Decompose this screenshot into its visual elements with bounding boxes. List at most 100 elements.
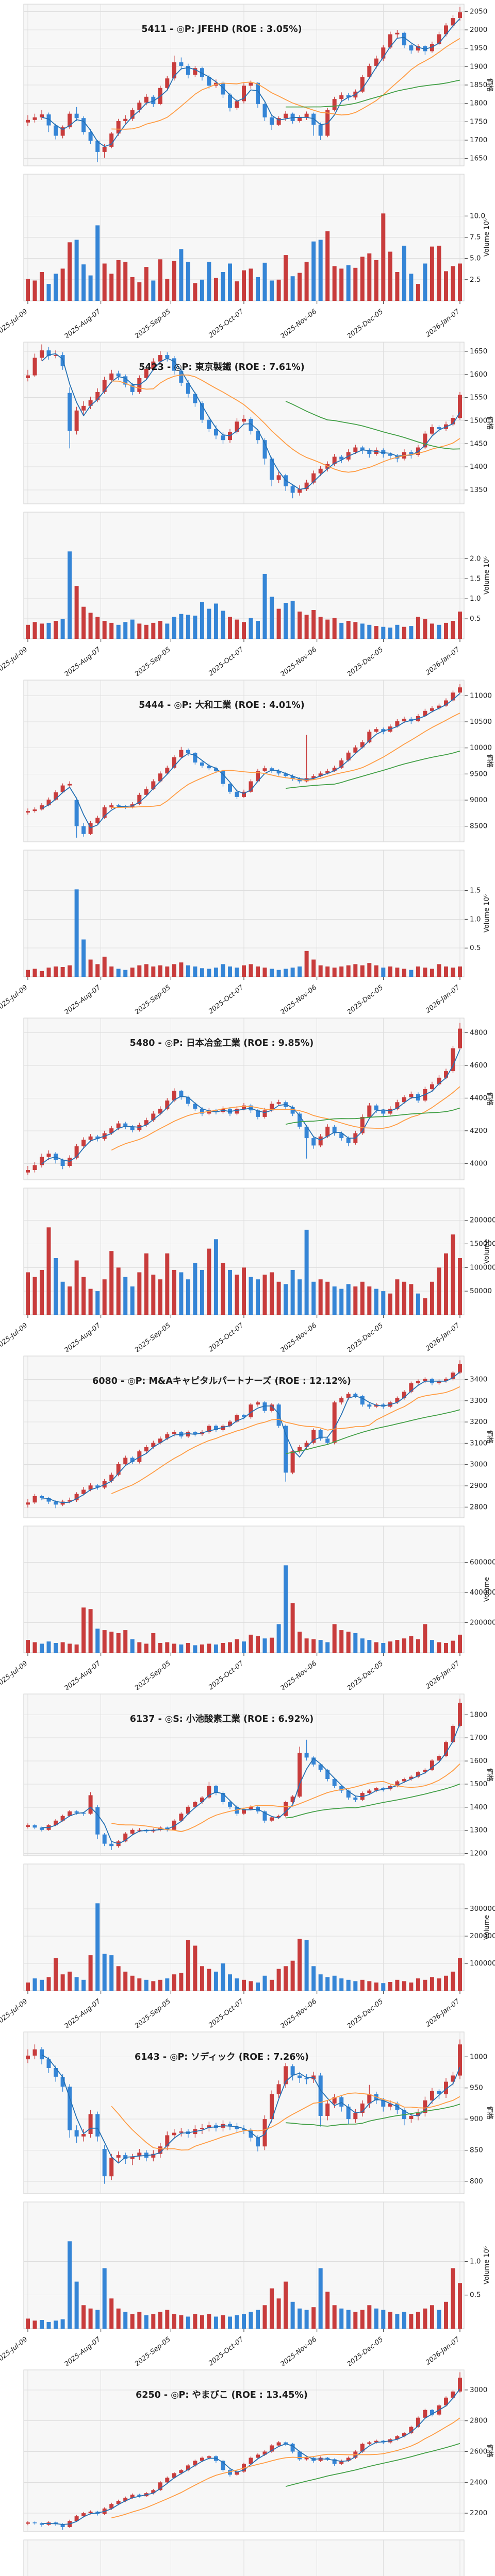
- volume-bar: [458, 612, 462, 639]
- candle-body: [137, 2495, 142, 2497]
- volume-bar: [179, 614, 184, 639]
- candle-body: [165, 2135, 170, 2147]
- candle-body: [116, 374, 121, 377]
- volume-bar: [200, 2315, 204, 2329]
- candle-body: [193, 1104, 197, 1109]
- candle-body: [256, 1402, 260, 1405]
- volume-bar: [367, 1640, 372, 1653]
- price-axis-label: 価格: [486, 2106, 494, 2120]
- volume-bar: [68, 1971, 72, 1991]
- volume-bar: [262, 968, 267, 977]
- candle-body: [458, 2044, 462, 2076]
- price-tick-label: 1950: [470, 44, 487, 53]
- ma-mid-line: [111, 2092, 460, 2151]
- candle-body: [437, 427, 441, 429]
- volume-bar: [193, 2314, 197, 2329]
- candle-body: [242, 1415, 246, 1417]
- volume-bar: [235, 1978, 239, 1991]
- candle-body: [88, 2114, 93, 2134]
- candle-body: [339, 2097, 344, 2107]
- volume-bar: [437, 1642, 441, 1653]
- candle-body: [270, 1404, 274, 1411]
- volume-bar: [270, 2288, 274, 2329]
- volume-bar: [228, 1642, 232, 1653]
- candle-body: [123, 2498, 128, 2501]
- candle-body: [221, 2461, 225, 2470]
- volume-bar: [416, 617, 420, 639]
- volume-bar: [179, 249, 184, 301]
- volume-bar: [207, 1969, 211, 1991]
- volume-bar: [290, 968, 295, 977]
- volume-bar: [270, 1979, 274, 1991]
- candle-body: [46, 1498, 51, 1502]
- volume-bar: [242, 1979, 246, 1991]
- volume-tick-label: 1.0: [470, 915, 481, 923]
- candle-body: [311, 473, 316, 483]
- candle-body: [242, 791, 246, 797]
- volume-bar: [151, 966, 156, 977]
- volume-bar: [40, 971, 44, 977]
- candle-body: [81, 2134, 86, 2137]
- date-tick-label: 2025-Oct-07: [207, 984, 245, 1014]
- volume-tick-label: 1.5: [470, 574, 481, 583]
- volume-bar: [193, 615, 197, 639]
- date-tick-label: 2025-Jul-09: [0, 1321, 29, 1351]
- volume-bar: [416, 2312, 420, 2329]
- candle-body: [298, 2451, 302, 2460]
- volume-bar: [262, 1975, 267, 1991]
- ma-mid-line: [111, 2417, 460, 2519]
- candle-body: [262, 768, 267, 771]
- candle-body: [276, 2442, 281, 2446]
- volume-bar: [54, 2320, 58, 2329]
- volume-bar: [304, 1940, 309, 1991]
- volume-bar: [367, 963, 372, 977]
- candle-body: [276, 118, 281, 125]
- volume-bar: [102, 2268, 107, 2329]
- price-tick-label: 1800: [470, 1710, 487, 1719]
- volume-bar: [339, 268, 344, 301]
- candle-body: [444, 25, 448, 35]
- candle-body: [165, 78, 170, 88]
- candle-body: [137, 2153, 142, 2157]
- volume-bar: [74, 889, 79, 977]
- candle-body: [332, 1779, 337, 1786]
- ma-short-line: [41, 1371, 460, 1503]
- candle-body: [165, 1434, 170, 1439]
- candle-body: [109, 1475, 114, 1481]
- candle-body: [151, 361, 156, 369]
- volume-bar: [437, 1267, 441, 1315]
- candle-body: [193, 753, 197, 762]
- candle-body: [332, 768, 337, 771]
- candle-body: [444, 700, 448, 706]
- date-tick-label: 2025-Aug-07: [63, 984, 102, 1014]
- candle-body: [353, 747, 358, 753]
- volume-bar: [242, 965, 246, 977]
- volume-bar: [298, 1632, 302, 1653]
- volume-bar: [360, 1281, 365, 1315]
- volume-bar: [360, 1979, 365, 1991]
- volume-bar: [54, 621, 58, 639]
- date-tick-label: 2025-Dec-05: [346, 308, 385, 338]
- price-axis-label: 価格: [486, 1768, 494, 1782]
- volume-bar: [207, 2314, 211, 2329]
- candle-body: [249, 2458, 253, 2464]
- volume-bar: [388, 251, 392, 301]
- price-tick-label: 9500: [470, 770, 487, 778]
- ma-mid-line: [111, 1763, 460, 1833]
- candle-body: [374, 1788, 378, 1791]
- price-tick-label: 8500: [470, 822, 487, 831]
- candle-body: [249, 82, 253, 86]
- candle-body: [68, 784, 72, 786]
- candle-body: [88, 823, 93, 834]
- candle-body: [290, 776, 295, 779]
- volume-bar: [353, 2312, 358, 2329]
- volume-bar: [74, 1260, 79, 1315]
- volume-bar: [151, 1633, 156, 1653]
- volume-bar: [395, 272, 400, 301]
- candle-body: [193, 394, 197, 403]
- volume-bar: [276, 1624, 281, 1653]
- candle-body: [284, 113, 288, 118]
- candle-body: [68, 1500, 72, 1502]
- candle-body: [339, 760, 344, 768]
- volume-bar: [158, 1643, 162, 1653]
